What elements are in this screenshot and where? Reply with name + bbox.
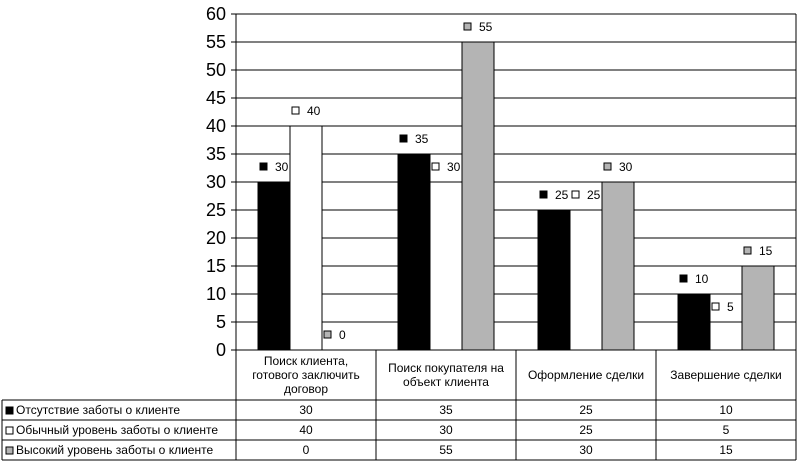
y-tick-label: 60 bbox=[206, 4, 226, 24]
data-label-marker bbox=[679, 274, 688, 283]
data-label: 30 bbox=[275, 160, 289, 174]
data-label: 25 bbox=[587, 188, 601, 202]
legend-label: Обычный уровень заботы о клиенте bbox=[16, 423, 218, 437]
legend-key bbox=[5, 426, 14, 435]
category-label: Поиск покупателя на объект клиента bbox=[388, 361, 504, 389]
data-label: 30 bbox=[619, 160, 633, 174]
data-label-marker bbox=[539, 190, 548, 199]
bar bbox=[537, 209, 571, 351]
data-label: 30 bbox=[447, 160, 461, 174]
table-cell: 35 bbox=[439, 403, 453, 417]
category-label: Оформление сделки bbox=[528, 368, 644, 382]
data-label: 5 bbox=[727, 300, 734, 314]
legend-key bbox=[5, 406, 14, 415]
data-label-marker bbox=[291, 106, 300, 115]
y-tick-label: 25 bbox=[206, 200, 226, 220]
y-tick-label: 55 bbox=[206, 32, 226, 52]
table-cell: 30 bbox=[299, 403, 313, 417]
y-tick-label: 40 bbox=[206, 116, 226, 136]
table-cell: 30 bbox=[579, 443, 593, 457]
bar bbox=[677, 293, 711, 351]
bar bbox=[569, 209, 603, 351]
table-cell: 15 bbox=[719, 443, 733, 457]
category-labels: Поиск клиента, готового заключить договор П… bbox=[236, 349, 796, 460]
table-cell: 10 bbox=[719, 403, 733, 417]
bar bbox=[289, 125, 323, 351]
bar bbox=[257, 181, 291, 351]
table-cell: 0 bbox=[303, 443, 310, 457]
bar bbox=[397, 153, 431, 351]
data-label-marker bbox=[399, 134, 408, 143]
y-tick-label: 5 bbox=[216, 312, 226, 332]
data-labels: 30 35 25 10 40 30 25 5 0 55 30 15 bbox=[259, 20, 773, 342]
data-label: 25 bbox=[555, 188, 569, 202]
data-label: 35 bbox=[415, 132, 429, 146]
y-tick-label: 10 bbox=[206, 284, 226, 304]
data-label-marker bbox=[259, 162, 268, 171]
category-label: Завершение сделки bbox=[670, 368, 781, 382]
table-cell: 25 bbox=[579, 423, 593, 437]
data-label-marker bbox=[711, 302, 720, 311]
legend-key bbox=[5, 446, 14, 455]
bar bbox=[601, 181, 635, 351]
table-cell: 5 bbox=[723, 423, 730, 437]
data-label: 10 bbox=[695, 272, 709, 286]
bar bbox=[709, 321, 743, 351]
table-cell: 30 bbox=[439, 423, 453, 437]
y-tick-label: 30 bbox=[206, 172, 226, 192]
table-cell: 25 bbox=[579, 403, 593, 417]
y-tick-label: 20 bbox=[206, 228, 226, 248]
data-label: 55 bbox=[479, 20, 493, 34]
data-label-marker bbox=[431, 162, 440, 171]
data-label: 40 bbox=[307, 104, 321, 118]
legend-label: Отсутствие заботы о клиенте bbox=[16, 403, 180, 417]
data-label: 0 bbox=[339, 328, 346, 342]
data-label-marker bbox=[571, 190, 580, 199]
y-tick-label: 15 bbox=[206, 256, 226, 276]
y-tick-label: 35 bbox=[206, 144, 226, 164]
bar bbox=[741, 265, 775, 351]
table-cell: 55 bbox=[439, 443, 453, 457]
table-cell: 40 bbox=[299, 423, 313, 437]
y-tick-label: 45 bbox=[206, 88, 226, 108]
legend-label: Высокий уровень заботы о клиенте bbox=[16, 443, 213, 457]
data-label-marker bbox=[463, 22, 472, 31]
category-label: Поиск клиента, готового заключить договор bbox=[252, 354, 360, 396]
gridlines bbox=[236, 13, 796, 351]
y-tick-label: 0 bbox=[216, 340, 226, 360]
data-label-marker bbox=[743, 246, 752, 255]
bar bbox=[461, 41, 495, 351]
bars bbox=[257, 41, 775, 351]
data-label-marker bbox=[603, 162, 612, 171]
bar bbox=[429, 181, 463, 351]
data-label-marker bbox=[323, 330, 332, 339]
data-label: 15 bbox=[759, 244, 773, 258]
data-table: Отсутствие заботы о клиенте 30 35 25 10 Обычн… bbox=[1, 399, 796, 461]
y-tick-label: 50 bbox=[206, 60, 226, 80]
